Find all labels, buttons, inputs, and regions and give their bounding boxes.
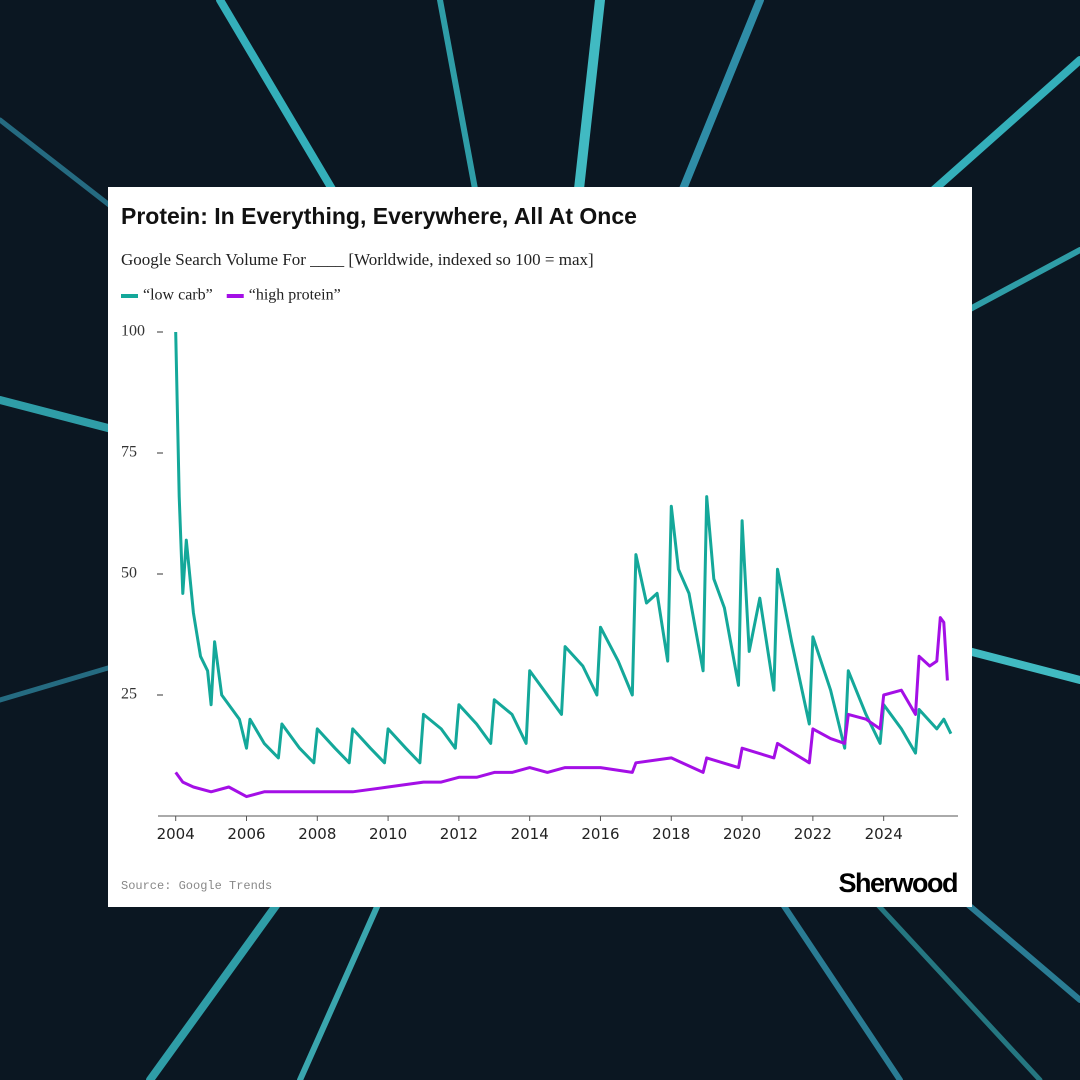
x-tick-label: 2012	[440, 825, 478, 843]
x-tick-label: 2016	[581, 825, 619, 843]
x-tick-label: 2024	[865, 825, 903, 843]
plot: 25 50 75 100 2004 2006 2008 2010 2012 2014 2016 201…	[121, 287, 953, 843]
x-tick-label: 2022	[794, 825, 832, 843]
chart-title: Protein: In Everything, Everywhere, All …	[121, 203, 637, 229]
chart-subtitle: Google Search Volume For ____ [Worldwide…	[121, 250, 594, 269]
x-tick-label: 2018	[652, 825, 690, 843]
x-tick-label: 2004	[157, 825, 195, 843]
brand-logo: Sherwood	[838, 868, 957, 898]
x-tick-label: 2020	[723, 825, 761, 843]
x-tick-label: 2014	[511, 825, 549, 843]
y-tick-label: 100	[121, 323, 145, 340]
y-tick-label: 50	[121, 565, 137, 582]
x-tick-label: 2008	[298, 825, 336, 843]
source: Source: Google Trends	[121, 879, 272, 893]
legend-label: “low carb”	[143, 287, 213, 304]
y-tick-label: 25	[121, 686, 137, 703]
series-line	[174, 331, 953, 765]
card	[108, 187, 972, 907]
y-tick-label: 75	[121, 444, 137, 461]
x-tick-label: 2010	[369, 825, 407, 843]
x-tick-label: 2006	[227, 825, 265, 843]
series-line	[174, 616, 949, 799]
legend-label: “high protein”	[249, 287, 341, 304]
